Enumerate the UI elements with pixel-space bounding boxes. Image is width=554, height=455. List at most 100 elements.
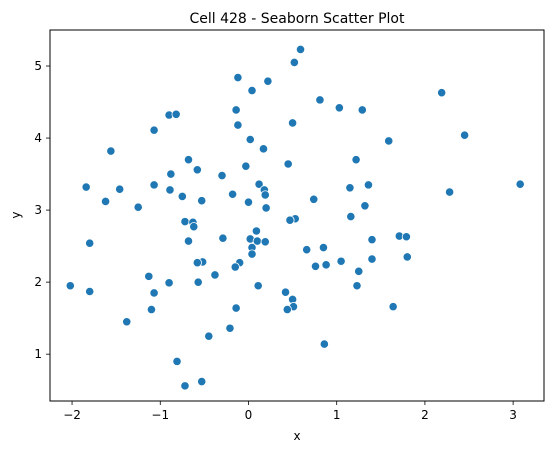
scatter-point	[287, 118, 298, 128]
scatter-point	[228, 189, 238, 199]
scatter-point	[283, 159, 293, 169]
y-tick-label: 3	[34, 203, 42, 217]
scatter-point	[149, 288, 159, 298]
scatter-point	[204, 331, 214, 341]
scatter-point	[172, 356, 182, 366]
scatter-point	[260, 190, 270, 200]
scatter-point	[384, 136, 394, 146]
scatter-point	[149, 125, 159, 135]
scatter-point	[241, 161, 251, 171]
scatter-point	[310, 261, 321, 271]
scatter-point	[336, 256, 346, 266]
scatter-point	[189, 222, 199, 232]
scatter-point	[100, 196, 111, 207]
scatter-point	[402, 252, 412, 262]
scatter-point	[231, 105, 241, 115]
scatter-point	[166, 169, 176, 179]
scatter-point	[309, 194, 319, 204]
scatter-point	[171, 109, 181, 119]
scatter-point	[197, 196, 207, 206]
x-tick-label: 0	[245, 408, 253, 422]
scatter-point	[321, 260, 331, 270]
scatter-point	[85, 238, 95, 248]
y-tick-label: 4	[34, 131, 42, 145]
scatter-point	[245, 134, 255, 145]
scatter-point	[210, 270, 220, 280]
scatter-point	[318, 242, 329, 253]
y-axis-label: y	[9, 211, 23, 218]
scatter-point	[165, 185, 175, 195]
y-tick-label: 5	[34, 59, 42, 73]
scatter-point	[233, 72, 243, 83]
scatter-point	[180, 381, 190, 391]
scatter-point	[247, 85, 257, 96]
scatter-point	[192, 258, 202, 268]
points-layer	[65, 44, 525, 391]
scatter-point	[258, 144, 269, 154]
scatter-point	[225, 323, 235, 333]
scatter-point	[231, 303, 241, 313]
x-tick-label: −1	[151, 408, 169, 422]
scatter-point	[295, 44, 306, 55]
scatter-point	[357, 105, 367, 115]
x-tick-label: 1	[333, 408, 341, 422]
x-axis-label: x	[293, 429, 300, 443]
scatter-point	[515, 179, 525, 189]
scatter-point	[319, 339, 329, 349]
scatter-point	[367, 254, 377, 264]
scatter-point	[65, 281, 75, 291]
scatter-point	[247, 249, 257, 259]
scatter-point	[388, 302, 398, 312]
scatter-point	[164, 278, 174, 288]
scatter-point	[85, 286, 95, 297]
scatter-point	[351, 155, 361, 165]
scatter-point	[360, 201, 370, 211]
scatter-point	[177, 191, 187, 202]
scatter-point	[261, 203, 271, 213]
scatter-point	[334, 103, 344, 113]
scatter-point	[354, 266, 364, 276]
scatter-point	[289, 57, 299, 68]
scatter-point	[233, 120, 243, 130]
scatter-point	[401, 232, 411, 242]
scatter-point	[363, 180, 374, 190]
scatter-point	[146, 304, 157, 315]
scatter-point	[251, 226, 262, 236]
scatter-point	[183, 155, 194, 165]
scatter-point	[133, 202, 143, 212]
scatter-point	[144, 271, 154, 281]
scatter-point	[149, 180, 159, 190]
scatter-point	[302, 245, 312, 255]
scatter-point	[230, 262, 240, 272]
chart-title: Cell 428 - Seaborn Scatter Plot	[189, 11, 405, 27]
y-tick-label: 1	[34, 347, 42, 361]
scatter-point	[315, 95, 325, 105]
scatter-point	[115, 184, 125, 194]
scatter-point	[253, 281, 263, 291]
scatter-point	[254, 179, 264, 189]
scatter-point	[445, 187, 455, 197]
scatter-point	[192, 165, 202, 175]
x-tick-label: 2	[421, 408, 429, 422]
scatter-point	[285, 215, 295, 225]
scatter-point	[218, 233, 228, 243]
y-tick-label: 2	[34, 275, 42, 289]
scatter-point	[346, 211, 356, 222]
scatter-point	[217, 170, 227, 181]
scatter-point	[437, 88, 447, 98]
scatter-point	[345, 183, 355, 193]
plot-area	[49, 29, 545, 402]
scatter-point	[280, 287, 291, 297]
scatter-point	[367, 235, 377, 245]
scatter-point	[197, 376, 207, 387]
x-tick-label: 3	[509, 408, 517, 422]
scatter-point	[282, 304, 292, 315]
scatter-point	[263, 76, 273, 86]
y-axis: 1 2 3 4 5	[34, 59, 50, 361]
scatter-point	[122, 317, 132, 327]
x-axis: −2 −1 0 1 2 3	[63, 401, 517, 422]
scatter-point	[352, 281, 362, 291]
scatter-point	[260, 237, 270, 247]
